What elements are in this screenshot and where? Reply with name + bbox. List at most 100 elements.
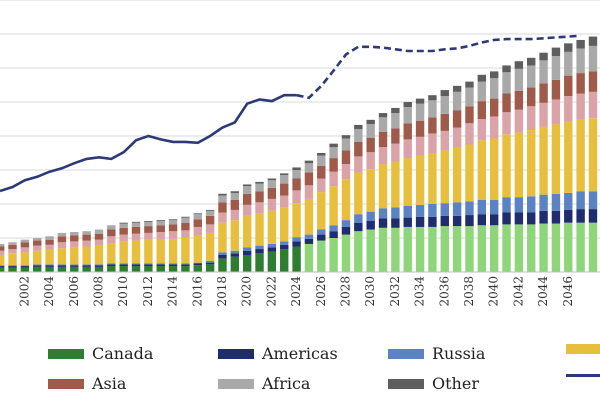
bar-other-2012: [144, 221, 153, 222]
bar-asia-2039: [477, 101, 487, 119]
bar-asia-2027: [329, 158, 338, 172]
bar-middle-east-2035: [428, 153, 437, 204]
bar-russia-2039: [477, 199, 487, 215]
bar-russia-2009: [107, 263, 116, 265]
bar-middle-east-2004: [45, 249, 54, 265]
bar-americas-2027: [329, 231, 338, 238]
bar-europe-2013: [156, 232, 165, 240]
bar-russia-2018: [218, 252, 227, 255]
bar-americas-2004: [45, 265, 54, 267]
bar-canada-2018: [218, 258, 227, 272]
bar-russia-2025: [304, 234, 314, 239]
bar-russia-2035: [428, 204, 437, 217]
bar-africa-2004: [45, 236, 54, 240]
bar-russia-2008: [94, 264, 104, 266]
bar-asia-2022: [267, 187, 277, 199]
bar-americas-2005: [57, 265, 67, 267]
bar-asia-2024: [292, 178, 301, 191]
x-tick-label-2028: 2028: [338, 276, 352, 307]
bar-asia-2033: [403, 123, 412, 140]
bar-americas-2020: [242, 250, 252, 255]
bar-other-2037: [452, 85, 462, 92]
bar-europe-2023: [280, 195, 289, 208]
bar-middle-east-2015: [181, 238, 190, 264]
bar-middle-east-2045: [551, 124, 561, 194]
bar-middle-east-2024: [292, 203, 301, 238]
bar-asia-2026: [317, 165, 326, 179]
bar-russia-2041: [502, 197, 511, 213]
bar-americas-2029: [354, 222, 363, 232]
bar-americas-2040: [489, 214, 499, 226]
bar-africa-2018: [218, 195, 227, 203]
legend-item-americas: Americas: [218, 344, 338, 363]
legend-swatch-africa: [218, 378, 254, 389]
bar-asia-2038: [465, 106, 474, 124]
bar-canada-2048: [588, 222, 598, 272]
bar-other-2028: [341, 135, 351, 139]
bar-other-2019: [230, 191, 240, 193]
bar-russia-2045: [551, 193, 561, 211]
bar-europe-2038: [465, 123, 474, 145]
bar-europe-2011: [131, 233, 141, 241]
bar-africa-2012: [144, 221, 153, 227]
bar-asia-2035: [428, 117, 437, 134]
bar-africa-2011: [131, 222, 141, 227]
bar-africa-2000: [0, 243, 5, 247]
bar-africa-2020: [242, 186, 252, 194]
x-tick-label-2004: 2004: [42, 276, 56, 307]
bar-asia-2015: [181, 222, 190, 231]
bar-americas-2044: [539, 210, 548, 224]
bar-middle-east-2040: [489, 138, 499, 200]
x-tick-label-2044: 2044: [536, 276, 550, 307]
bar-europe-2025: [304, 185, 314, 199]
bar-africa-2032: [391, 113, 400, 129]
bar-americas-2033: [403, 217, 412, 227]
bar-americas-2035: [428, 216, 437, 227]
bar-other-2020: [242, 184, 252, 187]
bar-other-2018: [218, 193, 227, 196]
bar-europe-2017: [205, 224, 215, 233]
bar-other-2042: [514, 61, 524, 69]
bar-russia-2015: [181, 263, 190, 265]
bar-middle-east-2014: [168, 238, 178, 264]
bar-canada-2034: [415, 226, 425, 272]
bar-africa-2010: [119, 223, 128, 228]
legend-item-line: [566, 374, 600, 377]
bar-europe-2022: [267, 198, 277, 211]
bar-americas-2048: [588, 209, 598, 223]
bar-russia-2036: [440, 203, 449, 216]
bar-africa-2024: [292, 170, 301, 179]
bar-other-2011: [131, 221, 141, 223]
bar-asia-2021: [255, 191, 264, 203]
x-tick-label-2036: 2036: [437, 276, 451, 307]
bar-asia-2029: [354, 141, 363, 157]
bar-other-2024: [292, 167, 301, 170]
bar-europe-2029: [354, 156, 363, 173]
bar-africa-2043: [527, 65, 536, 88]
bar-americas-2018: [218, 255, 227, 259]
bar-russia-2012: [144, 263, 153, 265]
bar-canada-2006: [70, 266, 79, 272]
bar-asia-2002: [20, 242, 30, 248]
bar-other-2035: [428, 95, 437, 101]
x-tick-label-2020: 2020: [240, 276, 254, 307]
bar-africa-2048: [588, 45, 598, 72]
bar-asia-2001: [8, 244, 17, 250]
bar-europe-2000: [0, 250, 5, 255]
x-tick-label-2006: 2006: [67, 276, 81, 307]
bar-russia-2001: [8, 265, 17, 267]
bar-africa-2017: [205, 210, 215, 216]
bar-russia-2030: [366, 211, 375, 221]
chart-legend: Canada Americas Russia Asia Africa Other: [0, 336, 600, 403]
bar-canada-2027: [329, 238, 338, 272]
bar-middle-east-2018: [218, 222, 227, 253]
legend-label-other: Other: [432, 374, 479, 393]
legend-swatch-asia: [48, 378, 84, 389]
legend-swatch-canada: [48, 348, 84, 359]
bar-americas-2030: [366, 221, 375, 230]
bar-asia-2028: [341, 150, 351, 165]
legend-label-africa: Africa: [262, 374, 311, 393]
bar-canada-2038: [465, 226, 474, 272]
bar-europe-2002: [20, 247, 30, 253]
bar-russia-2023: [280, 241, 289, 245]
